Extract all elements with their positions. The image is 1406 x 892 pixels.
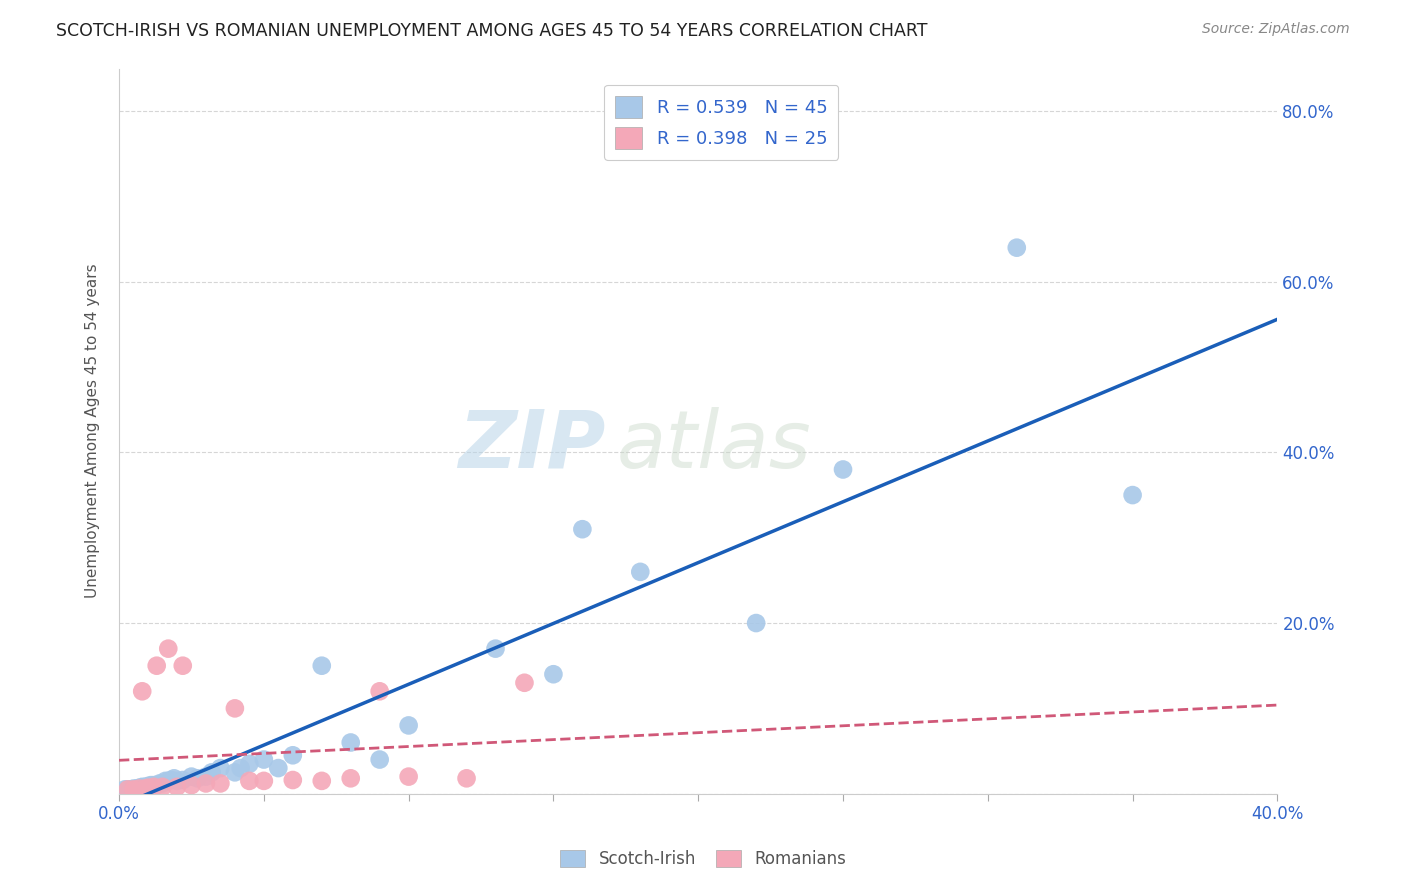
Point [209,776,232,790]
Point [1005,241,1028,255]
Point [155,773,177,788]
Point [745,615,768,630]
Point [311,773,333,788]
Point [142,778,165,792]
Text: atlas: atlas [617,407,811,484]
Point [339,735,361,749]
Legend: R = 0.539   N = 45, R = 0.398   N = 25: R = 0.539 N = 45, R = 0.398 N = 25 [605,85,838,160]
Point [136,782,159,797]
Point [160,772,183,787]
Point [125,781,148,796]
Point [134,781,156,796]
Point [229,761,252,775]
Point [628,565,651,579]
Point [157,773,180,788]
Point [224,765,246,780]
Point [145,778,167,792]
Point [1122,488,1144,502]
Point [281,772,304,787]
Point [145,658,167,673]
Point [398,718,420,732]
Point [238,773,260,788]
Point [267,761,290,775]
Point [311,658,333,673]
Point [114,782,136,797]
Point [139,778,162,792]
Point [122,781,145,796]
Point [224,701,246,715]
Point [186,772,208,786]
Point [253,773,276,788]
Point [398,770,420,784]
Point [456,772,478,786]
Point [209,761,232,775]
Point [128,780,150,795]
Point [194,770,217,784]
Point [131,780,153,794]
Text: ZIP: ZIP [458,407,606,484]
Point [832,462,855,476]
Point [122,782,145,797]
Point [281,748,304,763]
Point [131,780,153,795]
Point [136,780,159,795]
Point [253,753,276,767]
Point [131,684,153,698]
Point [152,776,174,790]
Text: SCOTCH-IRISH VS ROMANIAN UNEMPLOYMENT AMONG AGES 45 TO 54 YEARS CORRELATION CHAR: SCOTCH-IRISH VS ROMANIAN UNEMPLOYMENT AM… [56,22,928,40]
Legend: Scotch-Irish, Romanians: Scotch-Irish, Romanians [554,843,852,875]
Point [201,765,224,780]
Y-axis label: Unemployment Among Ages 45 to 54 years: Unemployment Among Ages 45 to 54 years [86,264,100,599]
Point [136,779,159,793]
Point [513,675,536,690]
Point [117,782,139,797]
Text: Source: ZipAtlas.com: Source: ZipAtlas.com [1202,22,1350,37]
Point [339,772,361,786]
Point [368,753,391,767]
Point [571,522,593,536]
Point [368,684,391,698]
Point [238,756,260,771]
Point [166,773,188,788]
Point [543,667,565,681]
Point [149,776,172,790]
Point [163,772,186,786]
Point [120,782,142,797]
Point [194,776,217,790]
Point [117,782,139,797]
Point [134,780,156,794]
Point [180,770,202,784]
Point [180,778,202,792]
Point [157,641,180,656]
Point [152,780,174,794]
Point [172,772,194,787]
Point [484,641,506,656]
Point [142,780,165,794]
Point [166,780,188,794]
Point [172,658,194,673]
Point [128,781,150,796]
